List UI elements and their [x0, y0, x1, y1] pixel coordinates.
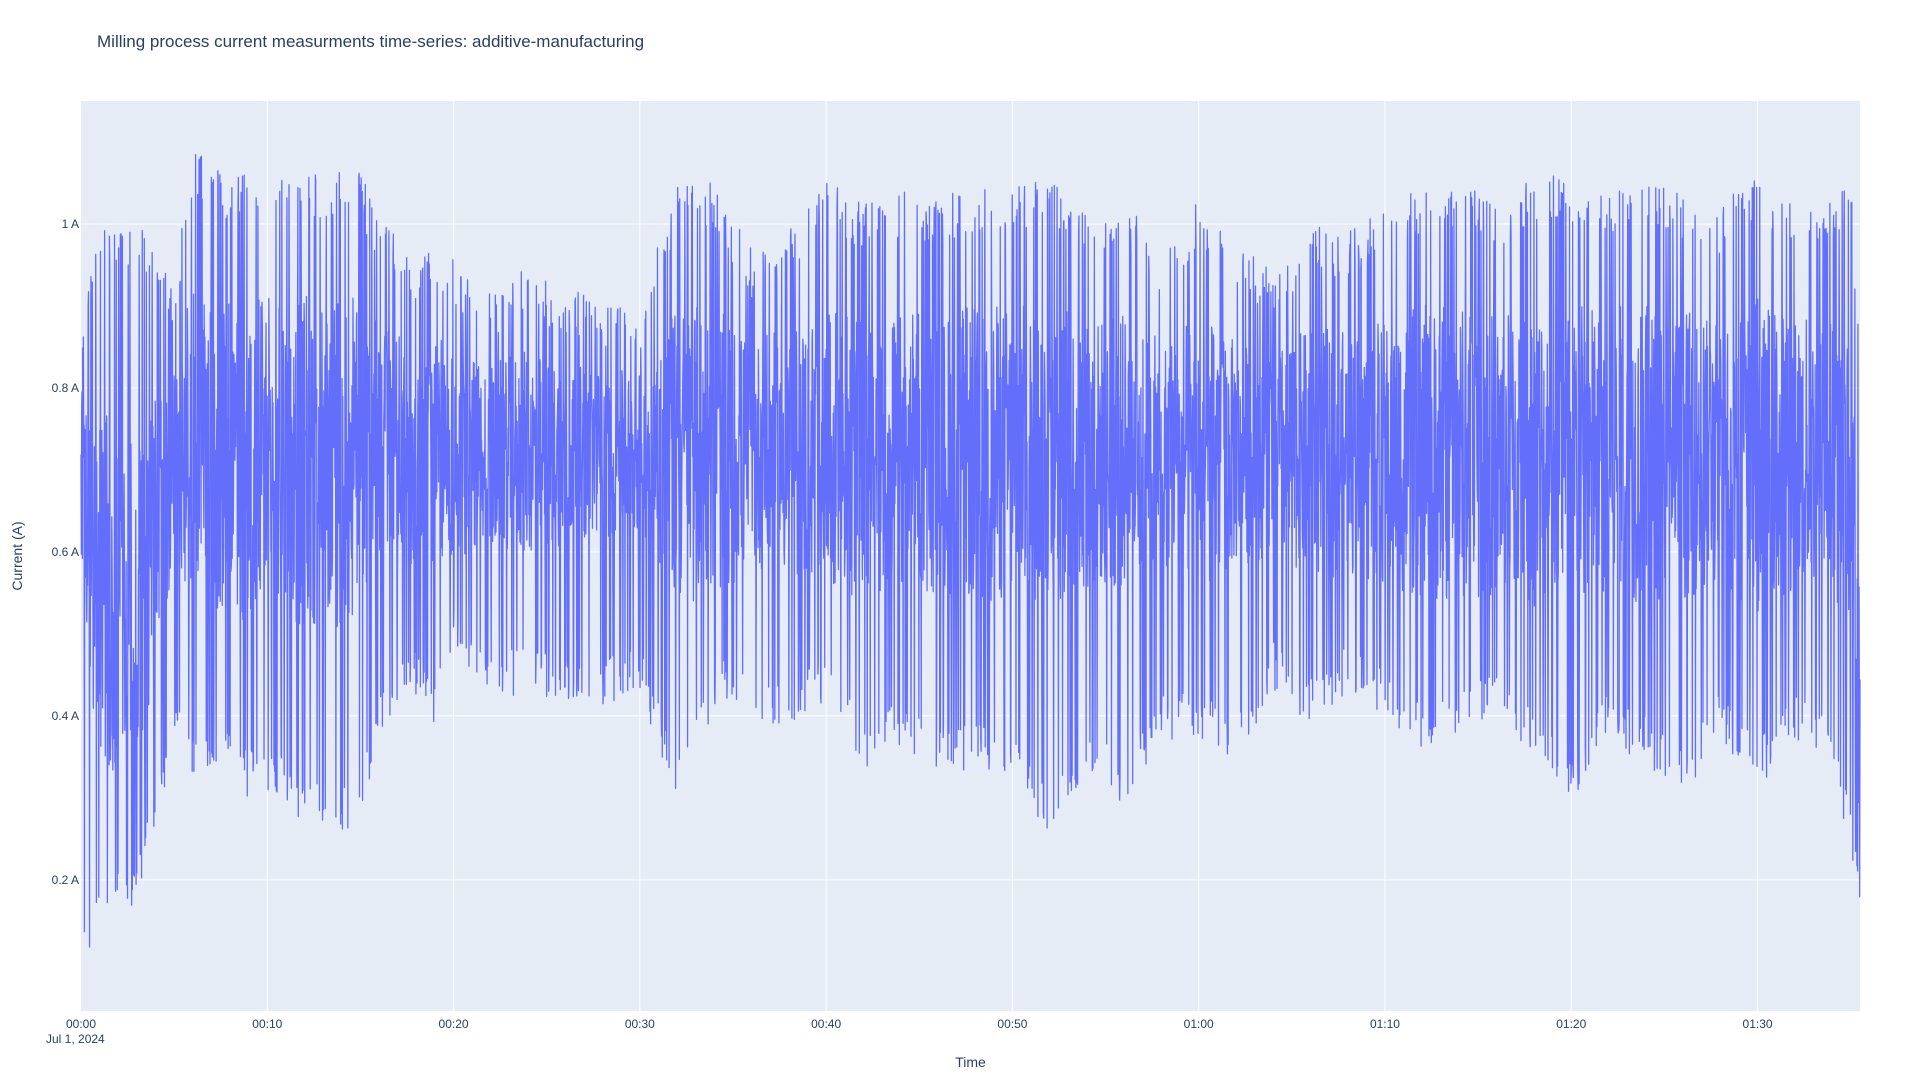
x-tick-label: 01:00	[1184, 1017, 1214, 1031]
y-tick-label: 0.4 A	[52, 709, 79, 723]
chart-title: Milling process current measurments time…	[97, 32, 645, 51]
series-line	[80, 154, 1861, 948]
x-tick-label: 00:30	[625, 1017, 655, 1031]
y-tick-label: 0.8 A	[52, 381, 79, 395]
y-tick-label: 0.2 A	[52, 873, 79, 887]
x-tick-label: 01:10	[1370, 1017, 1400, 1031]
y-tick-label: 0.6 A	[52, 545, 79, 559]
x-axis-title: Time	[955, 1054, 986, 1070]
series-line-layer	[80, 154, 1861, 948]
x-tick-label: 01:20	[1556, 1017, 1586, 1031]
x-tick-label: 00:40	[811, 1017, 841, 1031]
x-tick-label: 00:20	[439, 1017, 469, 1031]
y-tick-label: 1 A	[62, 217, 79, 231]
y-axis-title: Current (A)	[9, 521, 25, 590]
x-tick-label: 01:30	[1743, 1017, 1773, 1031]
x-tick-label: 00:50	[997, 1017, 1027, 1031]
x-tick-label: 00:00	[66, 1017, 96, 1031]
x-tick-label: 00:10	[252, 1017, 282, 1031]
x-tick-sublabel: Jul 1, 2024	[46, 1032, 105, 1046]
